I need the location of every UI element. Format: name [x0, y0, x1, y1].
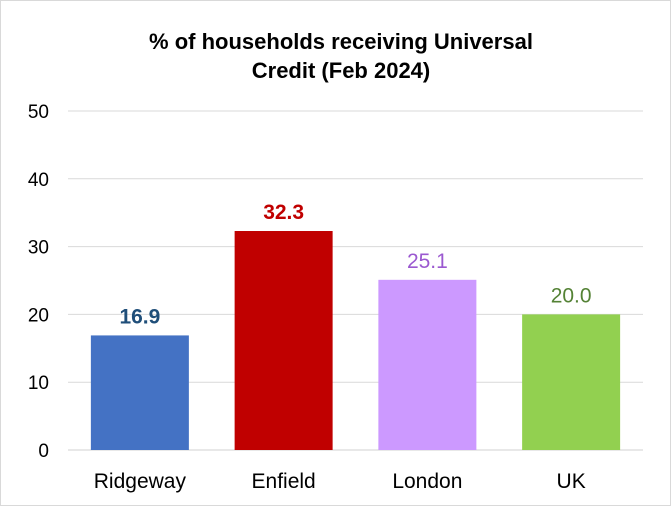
x-category-label: UK — [557, 470, 586, 493]
y-tick-label: 0 — [38, 441, 49, 462]
x-category-label: Enfield — [252, 470, 316, 493]
y-tick-label: 10 — [28, 373, 49, 394]
data-labels: 16.9 32.3 25.1 20.0 — [119, 201, 591, 328]
y-axis-ticks: 0 10 20 30 40 50 — [28, 102, 49, 462]
chart-title: % of households receiving Universal Cred… — [149, 29, 533, 83]
y-tick-label: 30 — [28, 238, 49, 259]
x-axis-categories: Ridgeway Enfield London UK — [94, 470, 586, 493]
bars — [90, 231, 621, 450]
y-tick-label: 50 — [28, 102, 49, 123]
data-label: 32.3 — [263, 201, 304, 224]
data-label: 16.9 — [119, 305, 160, 328]
bar-london — [378, 279, 477, 450]
bar-enfield — [234, 231, 333, 450]
y-tick-label: 20 — [28, 305, 49, 326]
data-label: 25.1 — [407, 250, 448, 273]
bar-uk — [522, 314, 621, 450]
x-category-label: London — [392, 470, 462, 493]
x-category-label: Ridgeway — [94, 470, 187, 493]
data-label: 20.0 — [551, 284, 592, 307]
bar-ridgeway — [90, 335, 189, 450]
y-tick-label: 40 — [28, 170, 49, 191]
